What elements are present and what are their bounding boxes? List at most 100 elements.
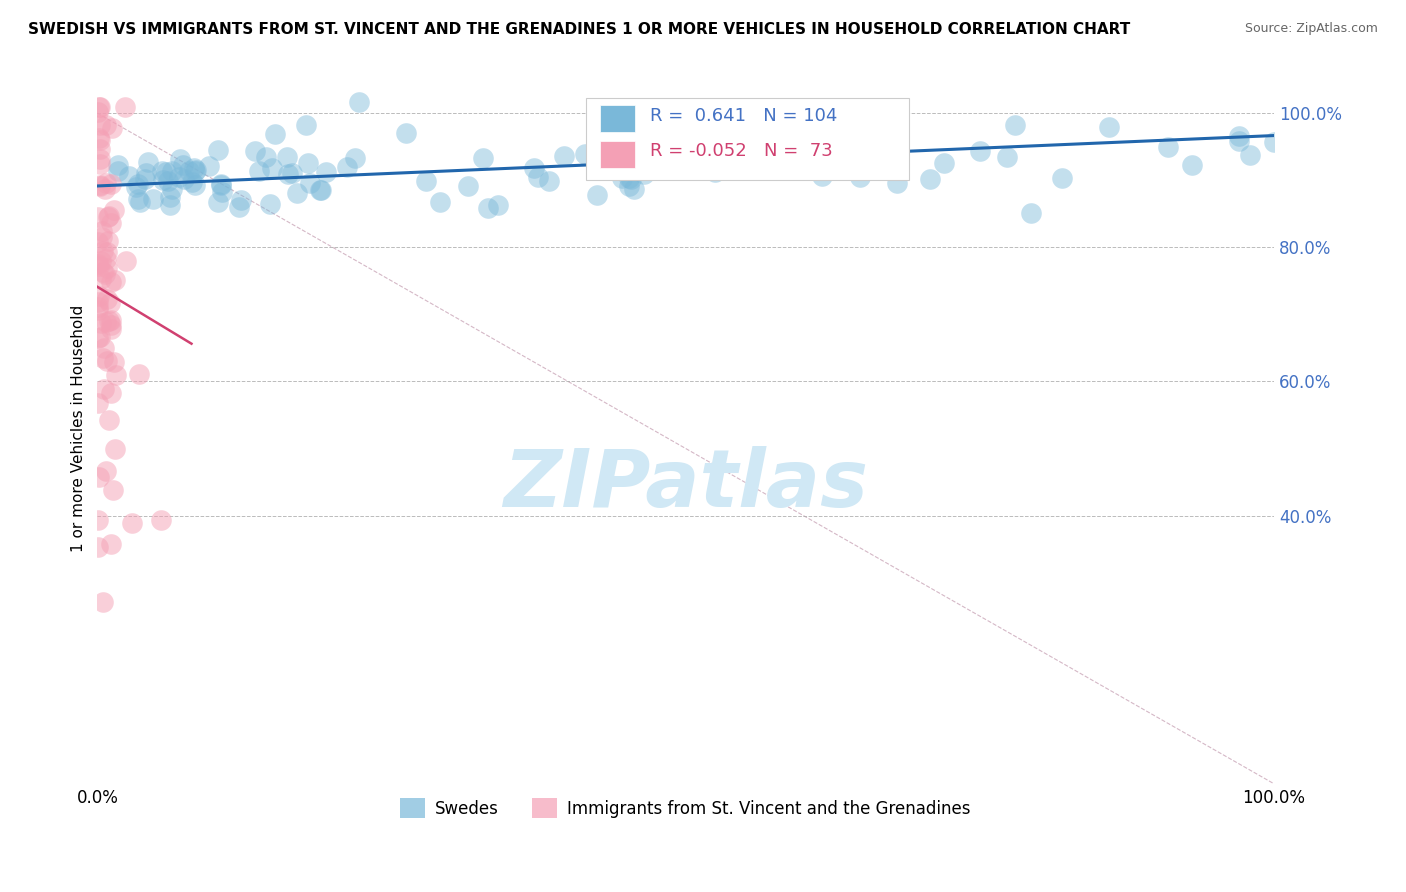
Point xyxy=(94,177,117,191)
Point xyxy=(457,178,479,193)
Point xyxy=(262,161,284,175)
Point xyxy=(211,185,233,199)
Point xyxy=(104,442,127,456)
Point xyxy=(486,198,509,212)
Point xyxy=(477,202,499,216)
Point xyxy=(1227,134,1250,148)
Point xyxy=(811,169,834,184)
Point xyxy=(827,120,849,135)
Point xyxy=(101,120,124,135)
Point xyxy=(586,188,609,202)
Point xyxy=(90,253,112,268)
Point xyxy=(761,145,783,160)
FancyBboxPatch shape xyxy=(586,98,910,179)
Point xyxy=(89,99,111,113)
Point xyxy=(87,259,110,273)
Point xyxy=(87,99,110,113)
Point xyxy=(127,178,149,192)
Point xyxy=(247,164,270,178)
Point xyxy=(553,149,575,163)
Point xyxy=(643,138,665,153)
Text: Source: ZipAtlas.com: Source: ZipAtlas.com xyxy=(1244,22,1378,36)
Y-axis label: 1 or more Vehicles in Household: 1 or more Vehicles in Household xyxy=(72,305,86,552)
Text: R = -0.052   N =  73: R = -0.052 N = 73 xyxy=(651,142,834,161)
Point xyxy=(91,244,114,258)
Point xyxy=(523,161,546,175)
Point xyxy=(87,541,110,555)
Point xyxy=(173,172,195,186)
Point xyxy=(96,315,118,329)
Point xyxy=(93,351,115,366)
Point xyxy=(294,119,316,133)
Point xyxy=(149,513,172,527)
Bar xyxy=(600,105,636,132)
Point xyxy=(128,367,150,381)
Point xyxy=(105,368,128,382)
Point xyxy=(395,126,418,140)
Point xyxy=(87,210,110,224)
Legend: Swedes, Immigrants from St. Vincent and the Grenadines: Swedes, Immigrants from St. Vincent and … xyxy=(394,791,977,825)
Point xyxy=(245,144,267,158)
Point xyxy=(207,194,229,209)
Point xyxy=(184,162,207,177)
Point xyxy=(162,164,184,178)
Point xyxy=(254,150,277,164)
Point xyxy=(87,235,110,249)
Point xyxy=(150,163,173,178)
Point xyxy=(87,300,110,314)
Point xyxy=(94,182,117,196)
Point xyxy=(228,200,250,214)
Point xyxy=(1050,170,1073,185)
Point xyxy=(623,182,645,196)
Point xyxy=(259,196,281,211)
Point xyxy=(87,131,110,145)
Point xyxy=(98,296,121,310)
Point xyxy=(87,257,110,271)
Point xyxy=(1239,148,1261,162)
Point xyxy=(91,224,114,238)
Text: SWEDISH VS IMMIGRANTS FROM ST. VINCENT AND THE GRENADINES 1 OR MORE VEHICLES IN : SWEDISH VS IMMIGRANTS FROM ST. VINCENT A… xyxy=(28,22,1130,37)
Point xyxy=(100,178,122,192)
Point xyxy=(160,182,183,196)
Point xyxy=(886,176,908,190)
Point xyxy=(89,330,111,344)
Point xyxy=(229,193,252,207)
Point xyxy=(97,234,120,248)
Point xyxy=(309,184,332,198)
Point xyxy=(606,157,628,171)
Point xyxy=(298,176,321,190)
Point xyxy=(100,536,122,550)
Point xyxy=(297,156,319,170)
Point xyxy=(94,119,117,133)
Point xyxy=(920,171,942,186)
Point xyxy=(538,174,561,188)
Point xyxy=(1263,135,1285,149)
Point xyxy=(100,275,122,289)
Point xyxy=(87,303,110,318)
Point xyxy=(336,161,359,175)
Point xyxy=(167,170,190,185)
Point xyxy=(101,483,124,497)
Point xyxy=(177,164,200,178)
Point xyxy=(806,153,828,168)
Point xyxy=(347,95,370,110)
Point xyxy=(93,342,115,356)
Point xyxy=(94,268,117,282)
Point xyxy=(1019,205,1042,219)
Point xyxy=(181,175,204,189)
Point xyxy=(91,265,114,279)
Point xyxy=(90,316,112,330)
Point xyxy=(849,169,872,184)
Point xyxy=(591,136,613,150)
Point xyxy=(96,292,118,306)
Point xyxy=(121,516,143,531)
Text: ZIPatlas: ZIPatlas xyxy=(503,446,868,524)
Point xyxy=(156,174,179,188)
Point xyxy=(118,169,141,183)
Point xyxy=(277,167,299,181)
Point xyxy=(595,143,617,157)
Point xyxy=(98,413,121,427)
Point xyxy=(94,252,117,266)
Point xyxy=(115,253,138,268)
Point xyxy=(197,159,219,173)
